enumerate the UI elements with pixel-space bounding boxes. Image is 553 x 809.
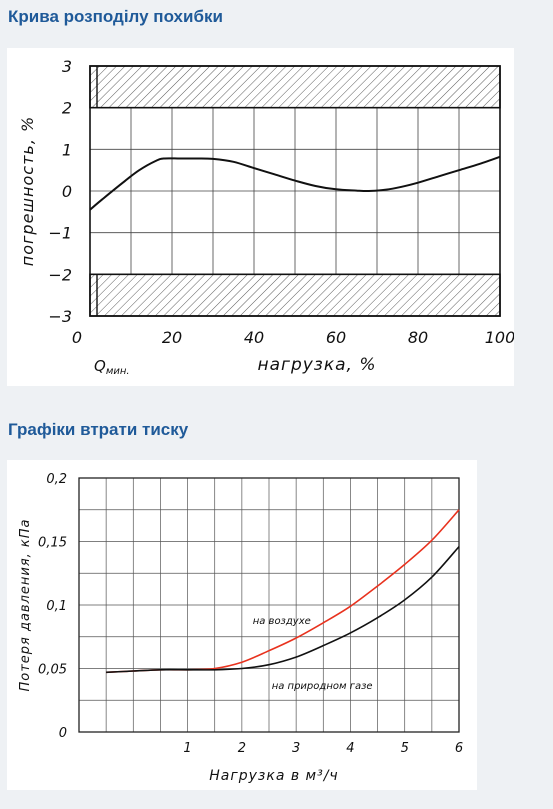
- pressure-chart-frame: [78, 477, 460, 733]
- y-axis-label: погрешность, %: [18, 116, 37, 266]
- x-tick-label: 60: [326, 328, 346, 347]
- hatched-band-lower: [89, 273, 501, 317]
- error-curve-line: [89, 155, 501, 211]
- x-axis-label: Нагрузка в м³/ч: [209, 768, 338, 784]
- x-min-label-sub: мин.: [106, 366, 130, 377]
- y-tick-label: −1: [48, 224, 72, 243]
- y-tick-label: 2: [62, 99, 72, 118]
- series-label-air: на воздухе: [253, 616, 311, 627]
- x-tick-label: 80: [408, 328, 428, 347]
- x-min-label: Qмин.: [94, 357, 130, 377]
- y-tick-label: 0: [59, 726, 67, 741]
- y-tick-label: −3: [48, 307, 72, 326]
- error-curve-panel: 3 2 1 0 −1 −2 −3 0 20 40 60 80 100 Qмин. нагрузка, % по…: [7, 48, 514, 386]
- x-tick-label: 0: [72, 328, 82, 347]
- pressure-loss-panel: на воздухе на природном газе 0,2 0,15 0,1 0,0…: [7, 460, 477, 790]
- pressure-loss-chart: на воздухе на природном газе 0,2 0,15 0,1 0,0…: [18, 472, 463, 784]
- x-min-label-main: Q: [94, 357, 106, 375]
- x-tick-label: 40: [244, 328, 264, 347]
- series-line-air: [106, 509, 460, 674]
- y-tick-label: 0,1: [46, 599, 67, 614]
- x-tick-label: 6: [455, 741, 463, 756]
- x-tick-label: 100: [485, 328, 514, 347]
- y-tick-label: 0,15: [38, 536, 67, 551]
- x-tick-label: 5: [401, 741, 409, 756]
- x-tick-label: 4: [346, 741, 354, 756]
- y-tick-label: −2: [48, 265, 72, 284]
- y-tick-label: 0,2: [46, 472, 67, 487]
- series-line-natural-gas: [106, 546, 460, 674]
- series-label-natural-gas: на природном газе: [272, 681, 373, 692]
- y-axis-label: Потеря давления, кПа: [18, 518, 33, 691]
- x-tick-label: 20: [162, 328, 182, 347]
- section-title-pressure-loss: Графіки втрати тиску: [8, 420, 189, 439]
- x-tick-label: 2: [238, 741, 246, 756]
- section-title-error-curve: Крива розподілу похибки: [8, 7, 223, 26]
- x-tick-label: 3: [292, 741, 300, 756]
- y-tick-label: 1: [62, 140, 72, 159]
- error-chart-frame: [89, 65, 501, 317]
- y-tick-label: 0,05: [38, 663, 67, 678]
- hatched-band-upper: [89, 65, 501, 109]
- y-tick-label: 3: [62, 57, 72, 76]
- x-tick-label: 1: [183, 741, 191, 756]
- pressure-chart-grid: [79, 478, 459, 732]
- y-tick-label: 0: [62, 182, 72, 201]
- x-axis-label: нагрузка, %: [257, 355, 376, 375]
